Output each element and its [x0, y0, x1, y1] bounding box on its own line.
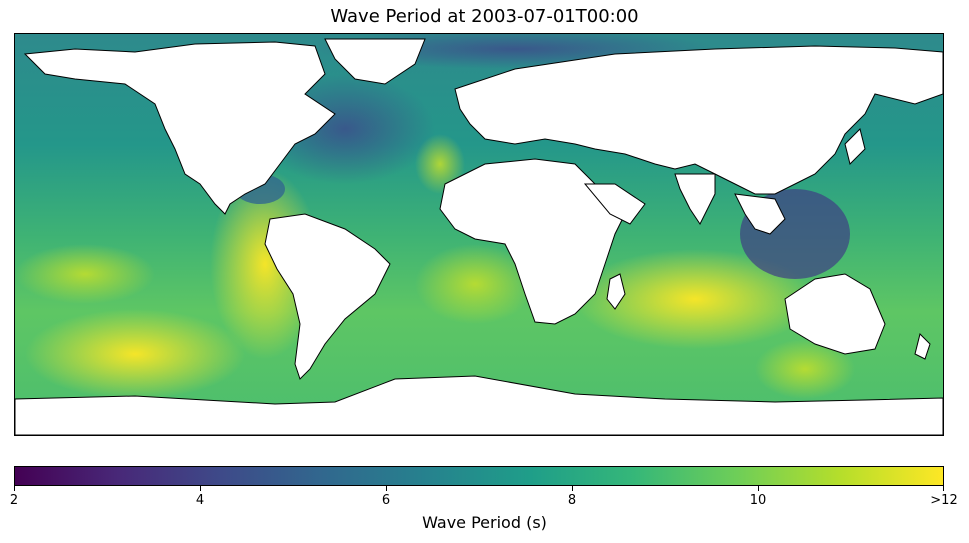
- south-america: [264, 213, 391, 380]
- southeast-asia: [734, 193, 786, 235]
- africa: [439, 158, 631, 325]
- eurasia: [454, 45, 943, 195]
- colorbar-tick-label: 4: [195, 493, 205, 508]
- arabia: [583, 183, 646, 225]
- chart-title: Wave Period at 2003-07-01T00:00: [330, 6, 639, 27]
- australia: [784, 273, 886, 355]
- north-america: [23, 41, 336, 215]
- colorbar-tick: [386, 486, 387, 491]
- colorbar-tick-label: 6: [381, 493, 391, 508]
- colorbar-tick-label: 10: [749, 493, 767, 508]
- swell-south-pacific: [25, 309, 245, 399]
- greenland: [324, 38, 426, 85]
- japan: [844, 128, 866, 165]
- colorbar-tick: [572, 486, 573, 491]
- colorbar-tick: [943, 486, 944, 491]
- swell-west-pacific: [15, 244, 155, 304]
- madagascar: [606, 273, 626, 310]
- colorbar-tick-label: 2: [9, 493, 19, 508]
- colorbar-tick-label: 8: [567, 493, 577, 508]
- india: [674, 173, 716, 225]
- new-zealand: [914, 333, 931, 360]
- wave-period-map: [14, 33, 944, 436]
- colorbar-label: Wave Period (s): [422, 513, 547, 532]
- colorbar-tick: [200, 486, 201, 491]
- colorbar-tick: [14, 486, 15, 491]
- colorbar-tick: [758, 486, 759, 491]
- colorbar-tick-label: >12: [930, 493, 958, 508]
- swell-south-atlantic: [415, 244, 535, 324]
- antarctica: [15, 375, 943, 435]
- swell-indian-ocean: [575, 249, 815, 349]
- swell-tasman: [755, 339, 855, 399]
- colorbar: [14, 466, 944, 486]
